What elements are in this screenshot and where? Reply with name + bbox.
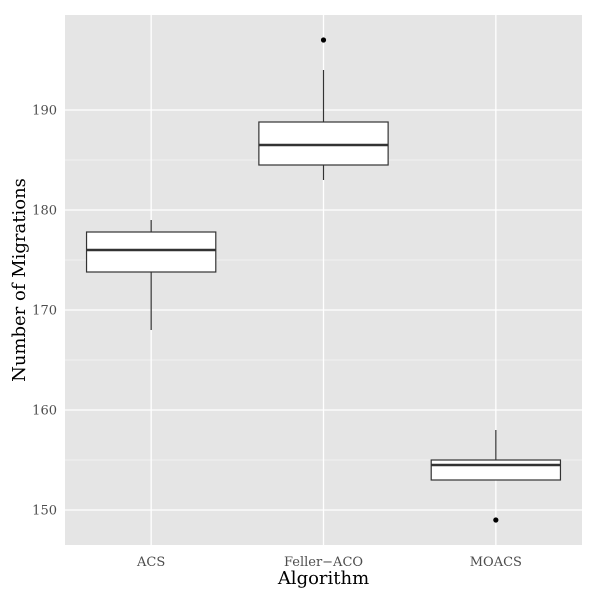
box-1 [258,37,389,180]
box-iqr [85,231,217,273]
x-tick-label: ACS [136,555,165,570]
box-0 [85,220,217,330]
outlier-point [320,37,327,43]
y-tick-label: 180 [32,204,57,219]
outlier-point [493,517,499,523]
boxes-layer [85,37,562,523]
x-tick-label: MOACS [470,555,522,570]
x-tick-label: Feller−ACO [284,555,363,570]
x-axis-title: Algorithm [277,568,369,589]
y-tick-label: 150 [32,504,57,519]
x-tick-labels: ACS Feller−ACO MOACS [136,555,522,570]
y-tick-labels: 150 160 170 180 190 [32,104,57,519]
y-tick-label: 190 [32,104,57,119]
box-iqr [430,459,562,481]
y-axis-title: Number of Migrations [9,178,30,382]
y-tick-label: 170 [32,304,57,319]
box-2 [430,430,562,523]
box-iqr [258,121,389,166]
y-tick-label: 160 [32,404,57,419]
